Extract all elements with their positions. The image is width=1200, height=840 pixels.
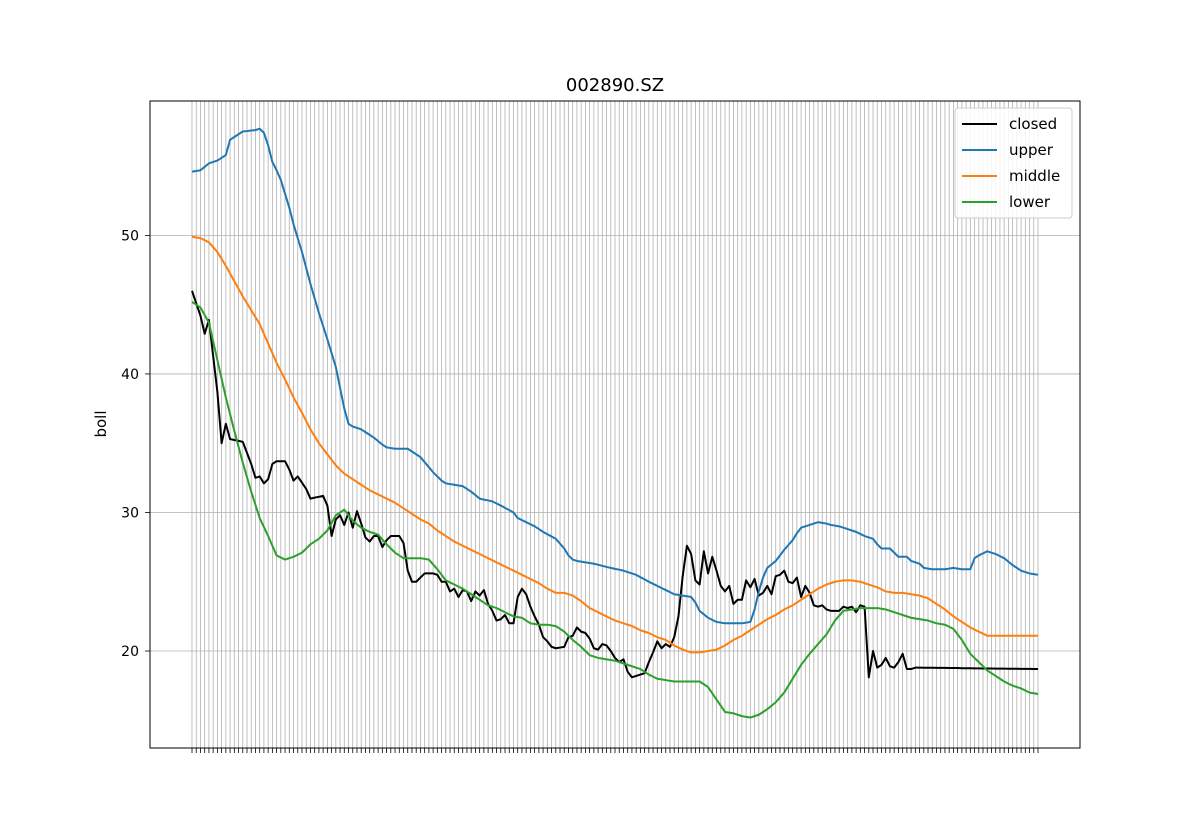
legend-label-middle: middle bbox=[1009, 167, 1060, 185]
y-gridlines bbox=[150, 234, 1080, 652]
legend: closed upper middle lower bbox=[954, 107, 1073, 219]
series-line-closed bbox=[191, 290, 1038, 679]
x-gridlines bbox=[191, 101, 1039, 748]
legend-label-upper: upper bbox=[1009, 141, 1054, 159]
y-tick-label: 40 bbox=[121, 367, 139, 383]
legend-box bbox=[954, 107, 1073, 219]
y-axis-label: boll bbox=[92, 410, 110, 437]
x-axis-ticks bbox=[191, 748, 1039, 753]
series-layer bbox=[191, 127, 1039, 719]
y-tick-label: 20 bbox=[121, 644, 139, 660]
y-axis-ticks: 20 30 40 50 bbox=[121, 228, 150, 660]
series-line-upper bbox=[191, 127, 1039, 625]
y-tick-label: 50 bbox=[121, 228, 139, 244]
legend-label-closed: closed bbox=[1009, 115, 1057, 133]
series-line-middle bbox=[191, 235, 1038, 654]
y-tick-label: 30 bbox=[121, 505, 139, 521]
chart-title: 002890.SZ bbox=[566, 75, 664, 96]
series-line-lower bbox=[191, 301, 1039, 719]
legend-label-lower: lower bbox=[1009, 193, 1051, 211]
